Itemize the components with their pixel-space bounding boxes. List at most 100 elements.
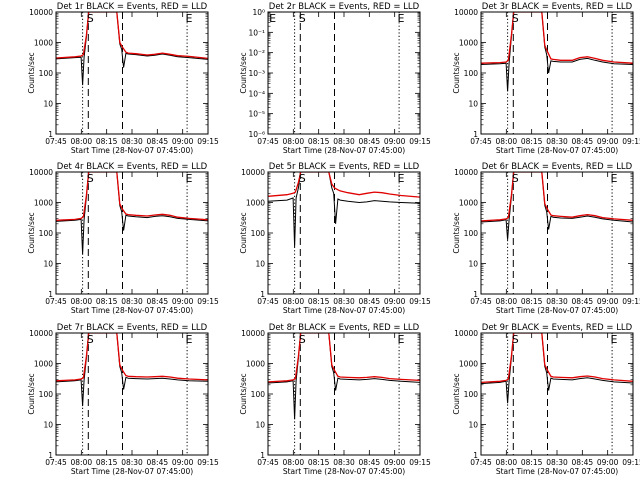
annotation-label: E xyxy=(611,333,618,346)
x-tick-label: 09:00 xyxy=(597,297,619,306)
y-tick-label: 10 xyxy=(43,100,53,109)
y-tick-label: 10000 xyxy=(454,168,478,177)
annotation-label: E xyxy=(186,172,193,185)
x-tick-label: 08:30 xyxy=(121,297,143,306)
y-axis-label: Counts/sec xyxy=(239,373,248,414)
panel-title: Det 7r BLACK = Events, RED = LLD xyxy=(57,323,208,333)
y-tick-label: 1000 xyxy=(34,199,53,208)
series-line-lld xyxy=(481,172,633,222)
series-line-lld xyxy=(481,333,633,384)
x-tick-label: 09:00 xyxy=(172,297,194,306)
series-line-events xyxy=(481,333,633,404)
annotation-label: S xyxy=(512,172,519,185)
y-tick-label: 10 xyxy=(43,260,53,269)
x-tick-label: 08:45 xyxy=(572,297,594,306)
series-line-events xyxy=(56,172,208,255)
x-tick-label: 08:00 xyxy=(71,137,93,146)
annotation-label: S xyxy=(87,172,94,185)
y-tick-label: 100 xyxy=(464,69,479,78)
y-tick-label: 1000 xyxy=(459,199,478,208)
annotation-label: E xyxy=(398,172,405,185)
panel-5: Det 5r BLACK = Events, RED = LLD 1 10 100 10… xyxy=(239,162,431,315)
y-tick-label: 10000 xyxy=(241,168,265,177)
series-line-lld xyxy=(268,172,420,198)
x-tick-label: 08:45 xyxy=(572,137,594,146)
x-tick-label: 08:30 xyxy=(121,137,143,146)
x-tick-label: 09:15 xyxy=(622,137,640,146)
x-tick-label: 09:15 xyxy=(409,297,431,306)
y-tick-label: 100 xyxy=(251,390,266,399)
y-tick-label: 10 xyxy=(255,260,265,269)
x-tick-label: 09:15 xyxy=(409,458,431,467)
y-tick-label: 10⁻³ xyxy=(248,69,265,78)
y-tick-label: 100 xyxy=(39,229,54,238)
y-tick-label: 100 xyxy=(39,69,54,78)
y-axis-label: Counts/sec xyxy=(27,373,36,414)
y-tick-label: 1000 xyxy=(34,360,53,369)
panel-6: Det 6r BLACK = Events, RED = LLD 1 10 100 10… xyxy=(452,162,640,315)
annotation-label: S xyxy=(299,12,306,25)
x-tick-label: 08:30 xyxy=(121,458,143,467)
x-tick-label: 08:30 xyxy=(546,137,568,146)
plot-frame xyxy=(480,11,634,135)
x-tick-label: 09:15 xyxy=(197,297,219,306)
x-tick-label: 09:15 xyxy=(622,458,640,467)
panel-title: Det 3r BLACK = Events, RED = LLD xyxy=(482,2,633,12)
annotation-label: E xyxy=(611,172,618,185)
x-tick-label: 08:15 xyxy=(521,137,543,146)
x-tick-label: 09:00 xyxy=(384,297,406,306)
y-tick-label: 100 xyxy=(39,390,54,399)
y-tick-label: 10⁻² xyxy=(248,49,265,58)
y-tick-label: 1 xyxy=(48,290,53,299)
y-axis-label: Counts/sec xyxy=(239,52,248,93)
y-axis-label: Counts/sec xyxy=(452,52,461,93)
annotation-label: E xyxy=(269,12,276,25)
y-tick-label: 100 xyxy=(464,229,479,238)
series-line-events xyxy=(56,333,208,407)
x-tick-label: 07:45 xyxy=(470,297,492,306)
plot-frame xyxy=(480,332,634,456)
y-tick-label: 10 xyxy=(468,260,478,269)
y-axis-label: Counts/sec xyxy=(452,373,461,414)
annotation-label: S xyxy=(512,333,519,346)
panel-9: Det 9r BLACK = Events, RED = LLD 1 10 100 10… xyxy=(452,323,640,476)
panel-title: Det 4r BLACK = Events, RED = LLD xyxy=(57,162,208,172)
x-tick-label: 09:15 xyxy=(197,458,219,467)
x-tick-label: 07:45 xyxy=(470,458,492,467)
x-axis-label: Start Time (28-Nov-07 07:45:00) xyxy=(283,306,405,315)
y-tick-label: 10 xyxy=(468,421,478,430)
x-tick-label: 08:30 xyxy=(546,297,568,306)
x-tick-label: 08:15 xyxy=(96,458,118,467)
x-tick-label: 08:00 xyxy=(496,297,518,306)
series-line-lld xyxy=(56,172,208,221)
y-tick-label: 10⁻⁴ xyxy=(248,89,265,98)
y-tick-label: 1000 xyxy=(246,199,265,208)
x-tick-label: 09:15 xyxy=(409,137,431,146)
x-axis-label: Start Time (28-Nov-07 07:45:00) xyxy=(71,146,193,155)
y-tick-label: 10⁰ xyxy=(252,8,265,17)
x-axis-label: Start Time (28-Nov-07 07:45:00) xyxy=(71,306,193,315)
x-axis-label: Start Time (28-Nov-07 07:45:00) xyxy=(496,467,618,476)
y-axis-label: Counts/sec xyxy=(27,212,36,253)
series-line-events xyxy=(268,172,420,247)
x-tick-label: 09:15 xyxy=(622,297,640,306)
x-tick-label: 09:00 xyxy=(597,137,619,146)
series-line-lld xyxy=(268,333,420,383)
x-tick-label: 07:45 xyxy=(257,458,279,467)
x-tick-label: 07:45 xyxy=(257,137,279,146)
x-tick-label: 07:45 xyxy=(45,137,67,146)
panel-title: Det 6r BLACK = Events, RED = LLD xyxy=(482,162,633,172)
series-line-lld xyxy=(56,12,208,60)
plot-frame xyxy=(55,171,209,295)
panel-3: Det 3r BLACK = Events, RED = LLD 1 10 100 10… xyxy=(452,2,640,155)
panel-title: Det 5r BLACK = Events, RED = LLD xyxy=(269,162,420,172)
x-tick-label: 08:30 xyxy=(333,458,355,467)
annotation-label: S xyxy=(299,333,306,346)
x-tick-label: 08:45 xyxy=(359,458,381,467)
y-tick-label: 10000 xyxy=(29,8,53,17)
plot-frame xyxy=(267,11,421,135)
y-tick-label: 10000 xyxy=(241,329,265,338)
annotation-label: E xyxy=(398,12,405,25)
x-tick-label: 08:30 xyxy=(333,297,355,306)
